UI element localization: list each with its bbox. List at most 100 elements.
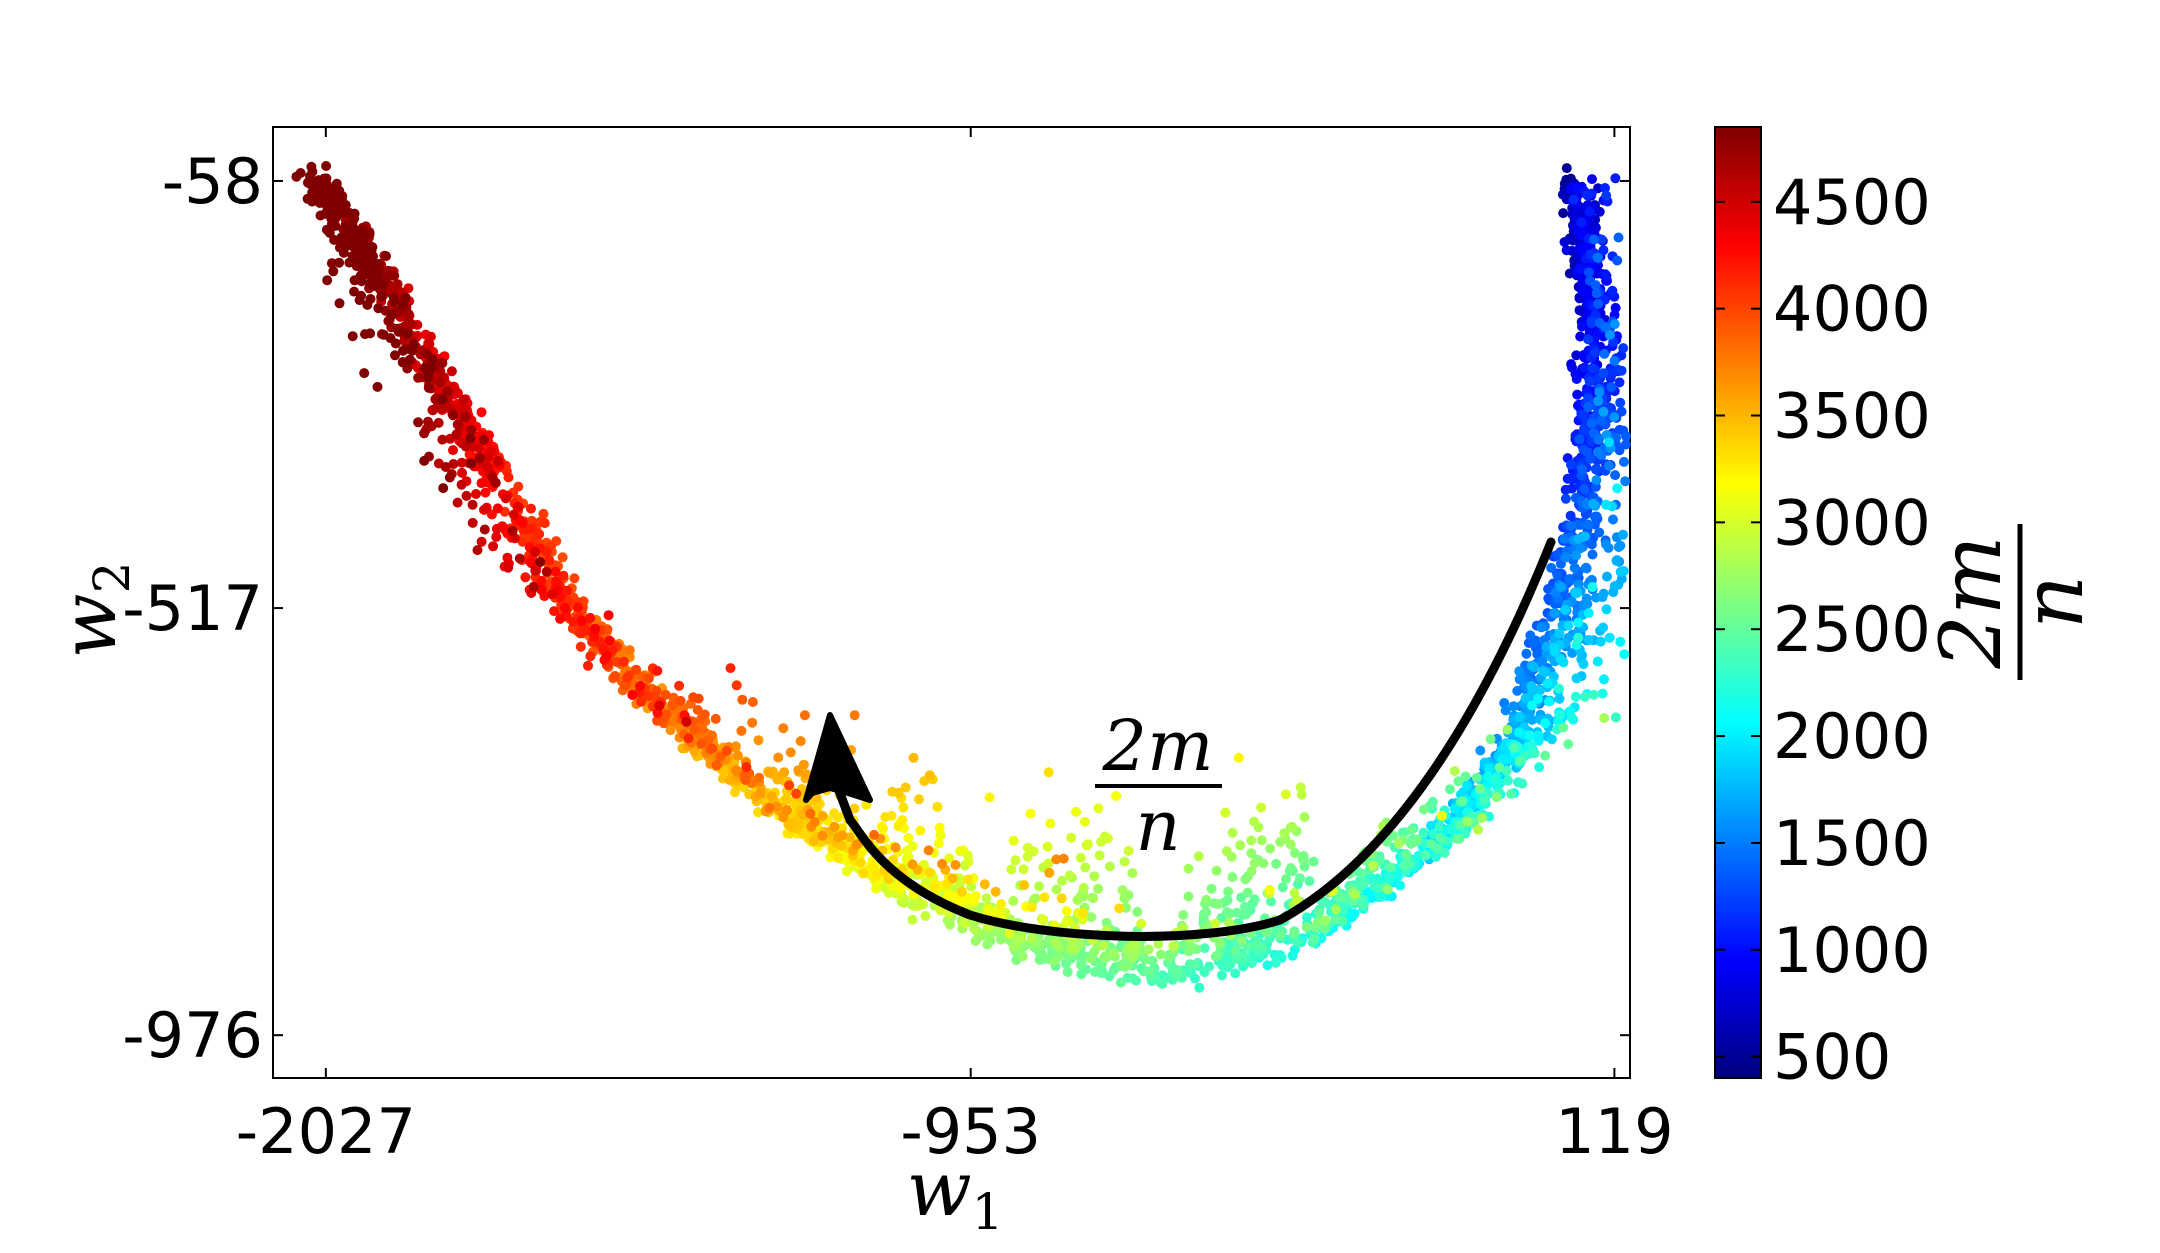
data-point [603,610,614,621]
data-point [1319,923,1330,934]
data-point [398,345,408,356]
data-point [1610,470,1621,481]
data-point [833,853,843,863]
data-point [1579,362,1590,373]
data-point [1599,674,1609,685]
data-point [635,681,646,691]
colorbar-tick-label: 4000 [1773,273,1931,346]
data-point [1593,298,1604,309]
data-point [372,381,383,392]
data-point [363,248,374,259]
data-point [1559,237,1570,247]
data-point [448,445,458,456]
data-point [1598,368,1609,379]
data-point [413,372,424,383]
data-point [1242,887,1253,898]
data-point [1427,796,1438,807]
data-point [389,270,400,281]
data-point [1462,817,1473,827]
data-point [446,366,457,377]
data-point [1051,854,1062,865]
data-point [689,725,700,735]
data-point [1330,914,1341,925]
data-point [390,338,401,349]
data-point [1445,784,1455,795]
data-point [771,801,782,812]
data-point [1299,812,1310,822]
data-point [962,874,973,885]
data-point [1285,863,1296,873]
data-point [1611,555,1622,566]
data-point [517,536,528,547]
x-axis-ticks: -2027 -953 119 [236,127,1674,1168]
data-point [363,263,374,274]
data-point [1616,365,1627,376]
data-point [1036,948,1047,959]
colorbar-tick-label: 1500 [1773,807,1931,880]
data-point [1549,646,1560,657]
data-point [627,690,638,700]
data-point [1066,942,1077,952]
data-point [1280,789,1291,800]
data-point [1610,173,1621,184]
data-point [457,467,467,478]
data-point [573,602,583,613]
data-point [1082,839,1093,850]
data-point [295,168,306,178]
data-point [583,660,593,671]
data-point [929,883,940,894]
data-point [1270,957,1281,968]
data-point [902,845,913,856]
data-point [437,394,448,405]
data-point [557,552,568,563]
data-point [1572,389,1583,400]
data-point [711,760,722,771]
data-point [737,694,748,705]
data-point [1027,933,1037,944]
trend-arrow [803,537,1556,941]
data-point [956,886,967,897]
data-point [305,171,315,182]
data-point [1549,608,1560,619]
data-point [376,292,387,302]
data-point [1071,806,1082,817]
data-point [920,911,931,921]
data-point [725,663,736,674]
data-point [1457,796,1468,807]
data-point [893,821,904,832]
data-point [1289,848,1300,858]
data-point [530,565,541,576]
data-point [1583,334,1594,345]
trend-arrow-shaft-tip [830,775,855,825]
data-point [444,472,455,483]
data-point [1249,858,1260,869]
data-point [503,472,514,483]
data-point [1143,944,1154,955]
data-point [1601,270,1612,281]
data-point [479,524,490,535]
data-point [871,883,882,894]
data-point [1252,939,1263,950]
data-point [829,808,840,819]
data-point [914,794,924,805]
data-point [753,807,764,818]
data-point [1479,794,1490,805]
data-point [1157,978,1168,989]
data-point [1454,834,1465,844]
data-point [336,200,347,211]
data-point [958,845,969,856]
data-point [468,441,479,452]
data-point [880,812,891,822]
data-point [849,710,860,721]
data-point [1576,217,1587,228]
data-point [1309,933,1320,944]
data-point [1460,771,1471,782]
data-point [1538,666,1549,676]
data-point [1275,931,1286,942]
colorbar-tick-label: 4500 [1773,166,1931,239]
data-point [1153,939,1164,949]
data-point [427,354,438,365]
data-point [1573,617,1584,628]
data-point [1542,678,1553,689]
data-point [1056,893,1067,904]
